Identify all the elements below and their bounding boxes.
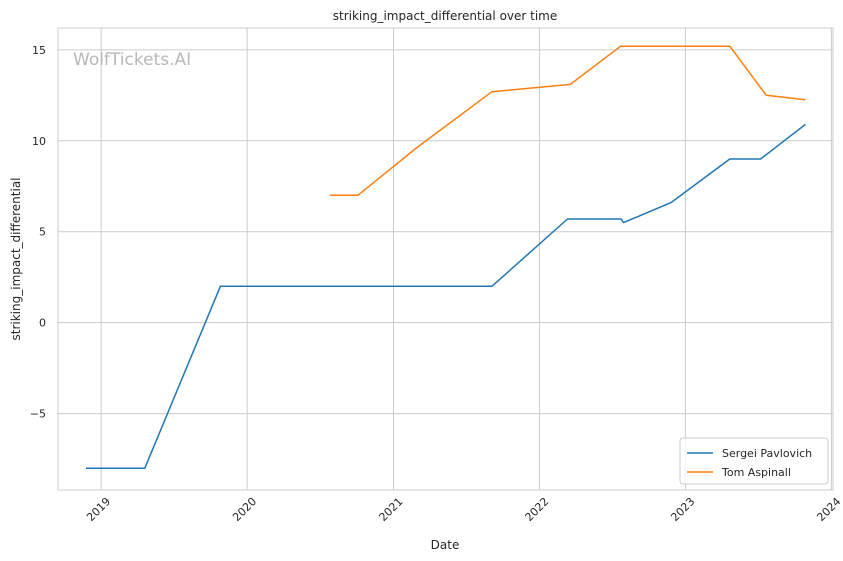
y-tick-label: 5 xyxy=(39,226,46,239)
series-line-tom-aspinall xyxy=(329,45,806,197)
x-tick-label: 2021 xyxy=(377,495,406,524)
legend-label-tom-aspinall: Tom Aspinall xyxy=(721,466,791,479)
legend-box xyxy=(679,437,829,485)
chart-title: striking_impact_differential over time xyxy=(333,9,558,23)
x-tick-labels: 2019 2020 2021 2022 2023 2024 xyxy=(84,495,843,524)
series-layer xyxy=(86,45,806,469)
watermark: WolfTickets.AI xyxy=(73,50,191,70)
y-tick-label: 10 xyxy=(32,135,46,148)
legend: Sergei Pavlovich Tom Aspinall xyxy=(679,437,829,485)
x-tick-label: 2019 xyxy=(84,495,113,524)
y-tick-label: 15 xyxy=(32,44,46,57)
x-tick-label: 2020 xyxy=(230,495,259,524)
x-tick-label: 2024 xyxy=(814,495,843,524)
x-axis-label: Date xyxy=(431,538,460,552)
grid xyxy=(58,28,833,490)
legend-label-sergei-pavlovich: Sergei Pavlovich xyxy=(722,447,812,460)
x-tick-label: 2023 xyxy=(668,495,697,524)
y-tick-labels: −5 0 5 10 15 xyxy=(30,44,46,421)
x-tick-label: 2022 xyxy=(523,495,552,524)
y-tick-label: 0 xyxy=(39,317,46,330)
series-line-sergei-pavlovich xyxy=(86,123,806,469)
plot-frame xyxy=(57,27,834,491)
y-tick-label: −5 xyxy=(30,408,46,421)
y-axis-label: striking_impact_differential xyxy=(9,177,23,340)
